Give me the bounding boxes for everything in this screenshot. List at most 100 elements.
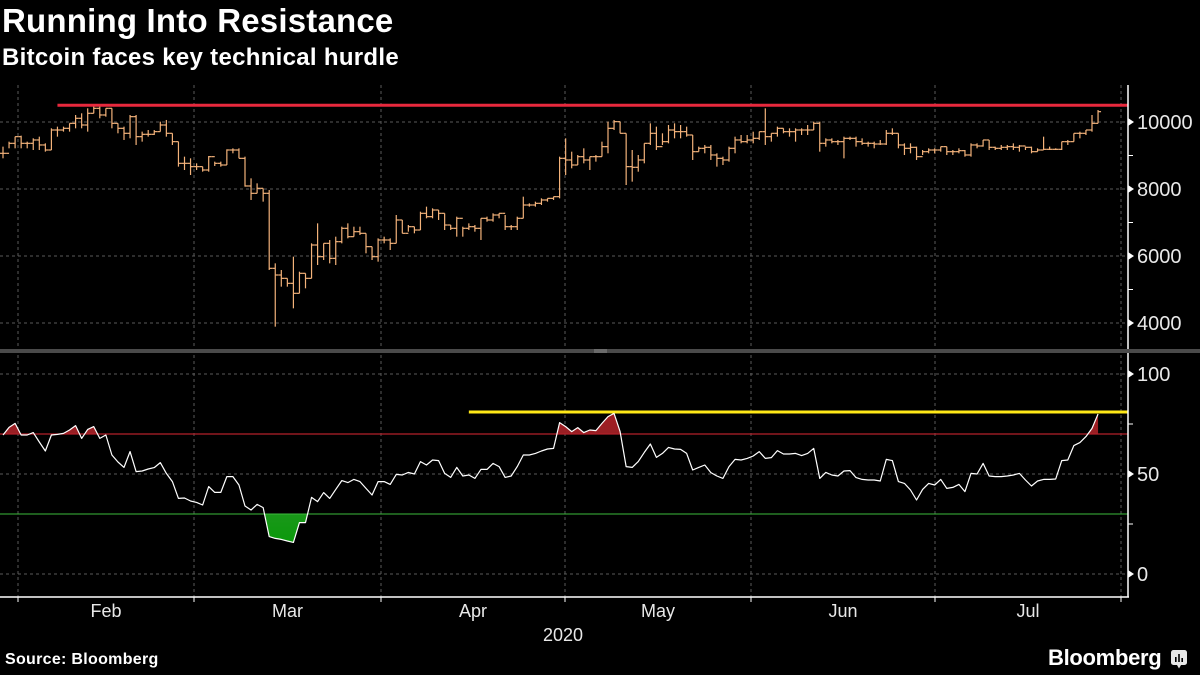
ohlc-bar	[356, 226, 363, 235]
ohlc-bar	[423, 206, 430, 219]
ohlc-bar	[490, 213, 497, 222]
source-note: Source: Bloomberg	[5, 651, 159, 668]
ohlc-bar	[30, 138, 37, 150]
tick-marker-icon	[1128, 570, 1134, 578]
ohlc-bar	[532, 201, 539, 207]
ohlc-bar	[24, 141, 31, 149]
ohlc-bar	[816, 121, 823, 152]
ohlc-bar	[895, 132, 902, 149]
oversold-fill	[3, 514, 1099, 543]
ohlc-bar	[248, 178, 255, 200]
ohlc-bar	[689, 134, 696, 160]
ohlc-bar	[968, 143, 974, 157]
ohlc-bar	[611, 119, 618, 130]
ohlc-bar	[193, 163, 200, 170]
ohlc-bar	[12, 136, 19, 149]
ohlc-bar	[671, 123, 678, 139]
ohlc-bar	[338, 226, 345, 244]
ohlc-bar	[750, 131, 757, 144]
ohlc-bar	[223, 149, 230, 166]
ohlc-bar	[471, 225, 478, 232]
ohlc-bar	[592, 154, 599, 162]
ohlc-bar	[302, 272, 309, 289]
ohlc-bar	[605, 121, 611, 154]
tick-marker-icon	[1128, 319, 1134, 328]
ohlc-bar	[429, 208, 436, 219]
ohlc-bar	[42, 143, 49, 152]
ohlc-bar	[157, 121, 164, 133]
ohlc-bar	[441, 212, 448, 231]
ohlc-bar	[629, 149, 636, 182]
ohlc-bar	[108, 107, 115, 129]
ohlc-bar	[121, 126, 127, 140]
ohlc-bar	[762, 108, 769, 145]
ohlc-bar	[683, 126, 690, 137]
ohlc-bar	[840, 136, 847, 159]
ohlc-bar	[145, 129, 152, 137]
ohlc-bar	[756, 131, 763, 140]
ohlc-bar	[127, 114, 134, 139]
ohlc-bar	[544, 197, 551, 202]
ohlc-bar	[617, 121, 624, 134]
ohlc-bar	[665, 125, 672, 144]
ohlc-bar	[266, 189, 273, 271]
ohlc-bar	[865, 141, 872, 147]
ohlc-bar	[175, 141, 182, 167]
ohlc-bar	[453, 216, 460, 237]
ohlc-bar	[84, 108, 91, 132]
ohlc-bar	[72, 114, 79, 129]
ohlc-bar	[387, 238, 394, 251]
tick-marker-icon	[1128, 370, 1134, 378]
ohlc-bar	[344, 223, 351, 239]
ohlc-bar	[1028, 146, 1035, 154]
ohlc-bar	[477, 217, 484, 240]
separator-handle-icon[interactable]	[594, 349, 607, 353]
ohlc-bar	[925, 148, 932, 154]
ohlc-bar	[937, 146, 944, 152]
month-label: Jul	[1016, 601, 1039, 621]
ohlc-bar	[877, 139, 884, 145]
ohlc-bar	[66, 122, 73, 132]
tick-marker-icon	[1128, 252, 1134, 261]
ohlc-bar	[211, 156, 218, 167]
year-label: 2020	[543, 625, 583, 645]
ohlc-bar	[381, 236, 388, 244]
ohlc-bar	[847, 136, 853, 140]
ohlc-bar	[598, 141, 605, 158]
ohlc-bar	[114, 122, 121, 134]
ohlc-bar	[701, 144, 708, 154]
chart-subtitle: Bitcoin faces key technical hurdle	[2, 44, 400, 71]
price-tick-label: 6000	[1137, 246, 1182, 268]
ohlc-bar	[556, 156, 563, 199]
ohlc-bar	[1040, 136, 1047, 151]
ohlc-bar	[774, 126, 781, 137]
ohlc-bar	[1004, 144, 1011, 150]
ohlc-bar	[931, 148, 938, 154]
ohlc-bar	[1022, 145, 1029, 150]
overbought-fill	[3, 413, 1099, 434]
ohlc-bar	[484, 216, 490, 222]
price-tick-label: 10000	[1137, 112, 1193, 134]
ohlc-bar	[768, 132, 775, 142]
rsi-line	[2, 412, 1099, 544]
ohlc-bar	[659, 133, 666, 148]
ohlc-bar	[943, 146, 950, 155]
ohlc-bar	[187, 158, 194, 175]
ohlc-bar	[242, 156, 248, 187]
ohlc-bar	[726, 146, 732, 162]
ohlc-bar	[810, 121, 817, 131]
ohlc-bar	[60, 126, 67, 132]
ohlc-bar	[393, 214, 400, 244]
ohlc-bar	[508, 225, 515, 231]
ohlc-bar	[48, 128, 55, 151]
ohlc-bar	[526, 203, 533, 207]
ohlc-bar	[399, 219, 406, 234]
ohlc-bar	[635, 154, 642, 172]
ohlc-bar	[919, 149, 926, 158]
ohlc-bar	[834, 139, 841, 145]
ohlc-bar	[496, 212, 503, 219]
ohlc-bar	[405, 225, 412, 234]
ohlc-bar	[314, 223, 321, 266]
chart-title: Running Into Resistance	[2, 2, 394, 39]
